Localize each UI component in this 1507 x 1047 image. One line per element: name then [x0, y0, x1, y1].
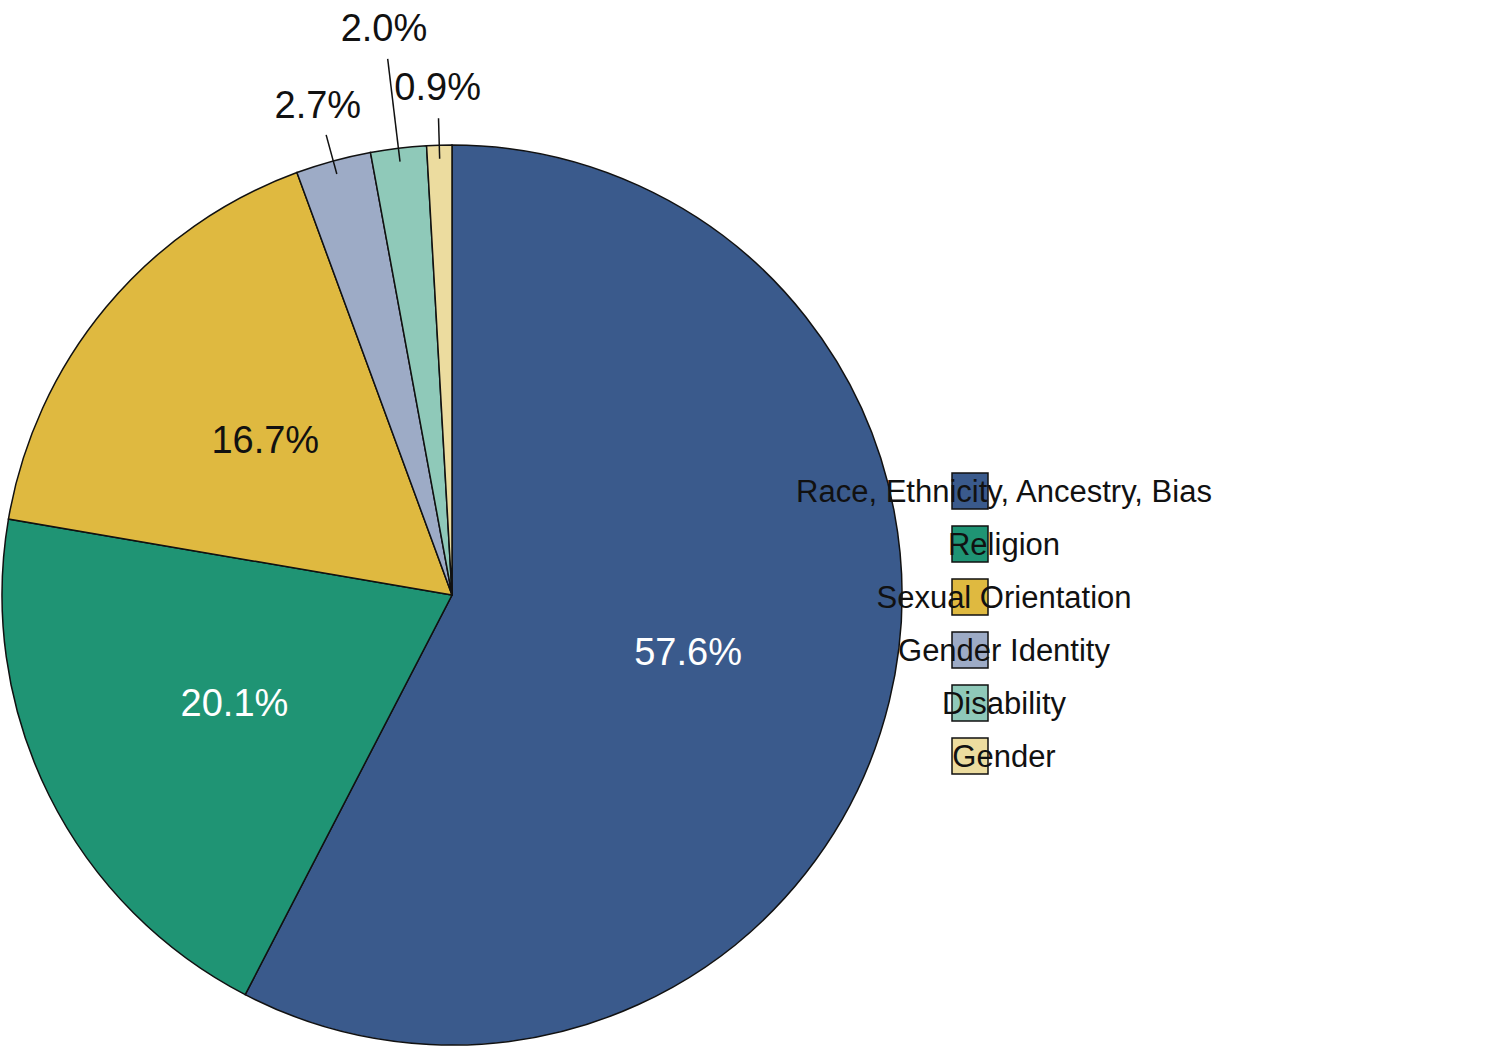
svg-text:Sexual Orientation: Sexual Orientation [876, 580, 1131, 615]
svg-text:2.7%: 2.7% [275, 84, 362, 126]
svg-text:Gender: Gender [952, 739, 1055, 774]
svg-text:2.0%: 2.0% [341, 7, 428, 49]
svg-text:Disability: Disability [942, 686, 1067, 721]
svg-text:Gender Identity: Gender Identity [898, 633, 1110, 668]
svg-text:Race, Ethnicity, Ancestry, Bia: Race, Ethnicity, Ancestry, Bias [796, 474, 1212, 509]
svg-text:20.1%: 20.1% [181, 682, 289, 724]
svg-text:Religion: Religion [948, 527, 1060, 562]
svg-text:0.9%: 0.9% [394, 66, 481, 108]
svg-text:16.7%: 16.7% [211, 419, 319, 461]
svg-text:57.6%: 57.6% [634, 631, 742, 673]
